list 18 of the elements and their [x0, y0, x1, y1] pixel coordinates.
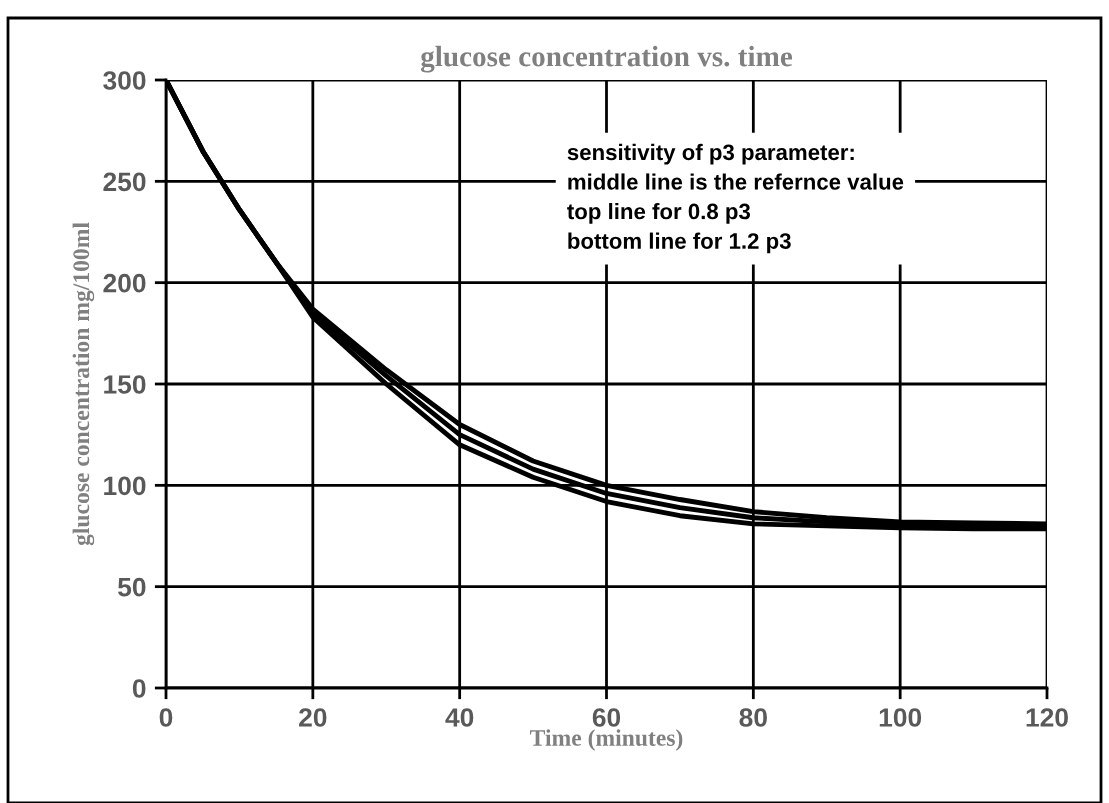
y-tick-label: 300	[103, 71, 146, 90]
y-tick-label: 100	[104, 476, 146, 496]
annotation: sensitivity of p3 parameter: middle line is the refernce value top line for 0.8 p3 bottom line for 1.2 p3	[567, 143, 904, 254]
chart-title: glucose concentration vs. time	[420, 45, 793, 73]
x-tick-label: 0	[159, 708, 173, 727]
y-tick-label: 200	[103, 273, 146, 293]
x-tick-label: 40	[445, 708, 474, 727]
y-tick-label: 150	[104, 375, 146, 394]
x-tick-label: 80	[739, 708, 767, 727]
x-axis-title: Time (minutes)	[530, 729, 683, 751]
x-tick-label: 60	[592, 708, 621, 727]
x-tick-label: 20	[299, 708, 327, 727]
y-tick-label: 0	[132, 679, 146, 698]
y-axis-title: glucose concentration mg/100ml	[72, 222, 95, 546]
y-tick-label: 250	[103, 172, 146, 192]
y-tick-label: 50	[118, 577, 146, 597]
x-tick-label: 120	[1026, 708, 1068, 727]
x-tick-label: 100	[879, 708, 922, 727]
